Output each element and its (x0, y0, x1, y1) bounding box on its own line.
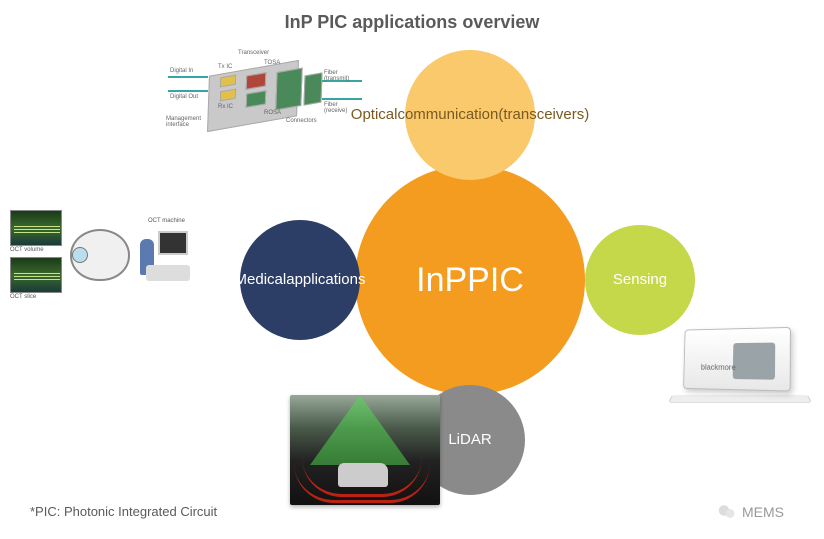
hub-inp-pic: InPPIC (355, 165, 585, 395)
illustration-lidar (290, 395, 440, 505)
label-txic: Tx IC (218, 64, 232, 70)
oct-volume-label: OCT volume (10, 247, 62, 253)
oct-machine: OCT machine (138, 225, 198, 285)
oct-volume-thumb (10, 210, 62, 246)
label-fiber-rx: Fiber (receive) (324, 102, 358, 114)
watermark: MEMS (718, 503, 784, 521)
satellite-optical: Opticalcommunication(transceivers) (405, 50, 535, 180)
satellite-medical: Medicalapplications (240, 220, 360, 340)
oct-slice-label: OCT slice (10, 294, 62, 300)
illustration-transceiver: Transceiver Digital In Digital Out Tx IC… (168, 40, 358, 150)
label-rxic: Rx IC (218, 104, 233, 110)
oct-slice-thumb (10, 257, 62, 293)
watermark-text: MEMS (742, 504, 784, 520)
label-digital-in: Digital In (170, 68, 193, 74)
label-rosa: ROSA (264, 110, 281, 116)
label-transceiver: Transceiver (238, 50, 269, 56)
satellite-sensing: Sensing (585, 225, 695, 335)
wechat-icon (718, 503, 736, 521)
label-digital-out: Digital Out (170, 94, 198, 100)
illustration-medical: OCT volume OCT slice OCT machine (10, 210, 198, 300)
sensor-brand-label: blackmore (701, 363, 736, 372)
label-tosa: TOSA (264, 60, 280, 66)
oct-machine-label: OCT machine (148, 218, 185, 224)
footnote: *PIC: Photonic Integrated Circuit (30, 504, 217, 519)
label-fiber-tx: Fiber (transmit) (324, 70, 358, 82)
label-connectors: Connectors (286, 118, 317, 124)
eye-diagram (68, 223, 132, 287)
page-title: InP PIC applications overview (0, 12, 824, 33)
label-mgmt: Management interface (166, 116, 206, 128)
illustration-sensor: blackmore (670, 320, 810, 410)
